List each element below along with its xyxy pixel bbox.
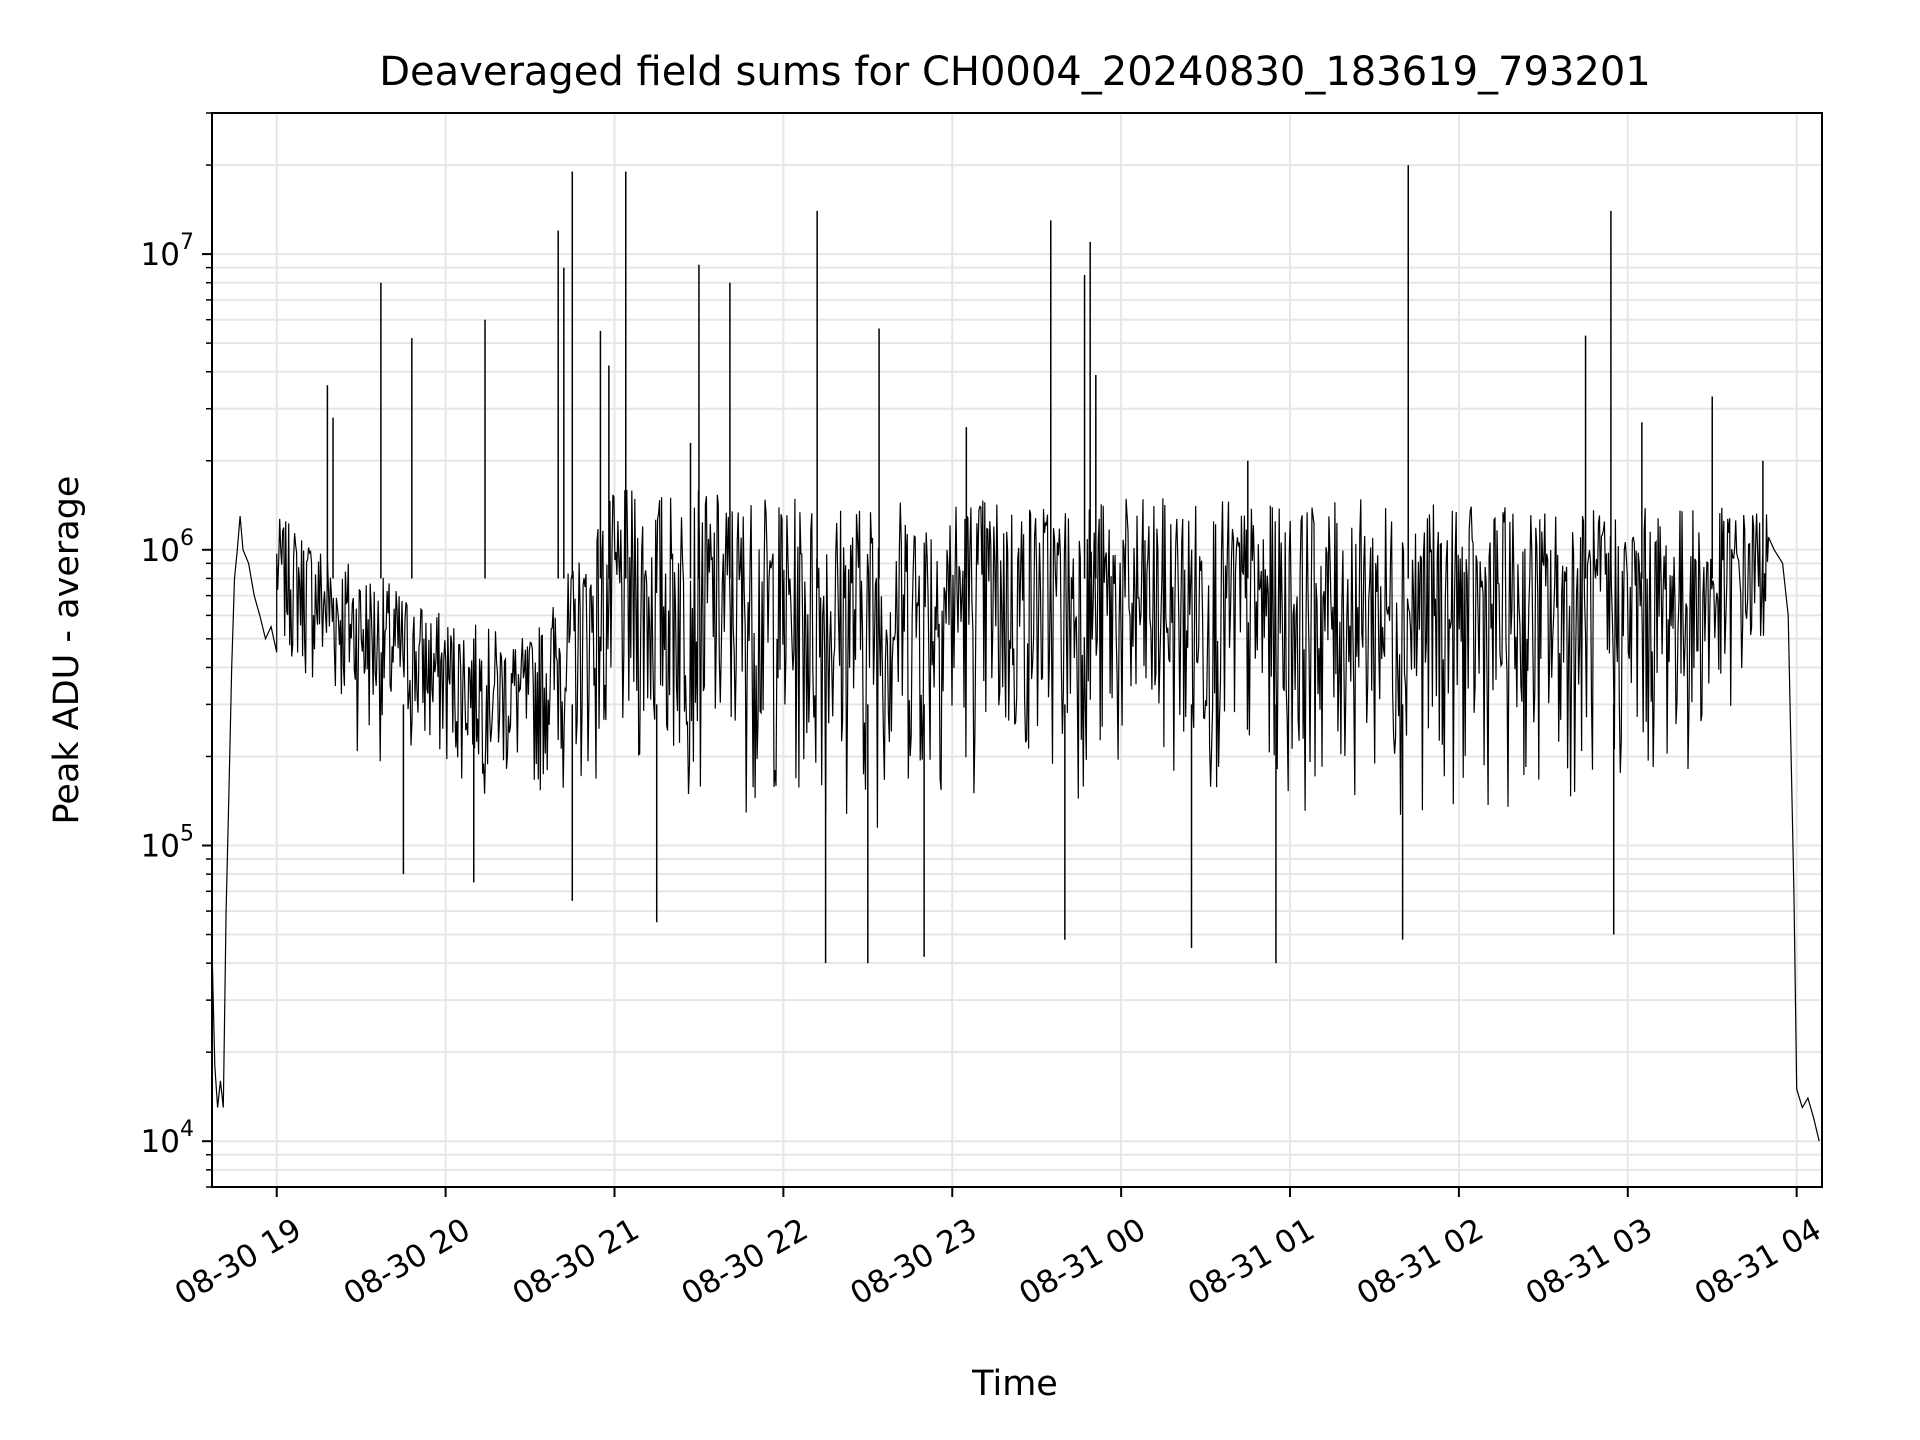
y-tick-label: 106	[141, 526, 194, 569]
y-tick-label: 104	[141, 1117, 194, 1160]
chart-title: Deaveraged field sums for CH0004_2024083…	[379, 49, 1651, 95]
y-tick-label: 107	[141, 230, 194, 273]
axes-frame	[211, 112, 1823, 1188]
x-axis-label: Time	[971, 1364, 1058, 1404]
plot-area	[211, 165, 1820, 1142]
y-tick-label: 105	[141, 821, 194, 864]
series-line	[211, 489, 1820, 1142]
y-axis-label: Peak ADU - average	[47, 476, 87, 825]
grid-lines	[212, 112, 1822, 1188]
y-axis: 104 105 106 107	[141, 112, 212, 1188]
